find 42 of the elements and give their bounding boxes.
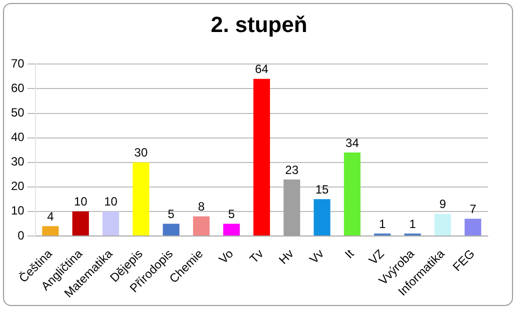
data-label: 23 [285, 162, 299, 177]
data-label: 4 [47, 209, 54, 224]
data-label: 5 [228, 207, 236, 222]
bar [42, 226, 59, 236]
bar [314, 199, 330, 236]
x-tick-label: It [342, 246, 358, 262]
bar [162, 224, 180, 236]
data-label: 1 [379, 216, 386, 231]
data-label: 9 [439, 197, 446, 212]
data-label: 7 [470, 202, 477, 216]
bar [102, 211, 120, 236]
x-tick-label: Vv [306, 246, 326, 266]
bar [223, 224, 240, 236]
data-label: 1 [409, 216, 416, 231]
data-label: 10 [74, 194, 88, 209]
data-label: 30 [134, 146, 148, 160]
data-label: 5 [168, 207, 175, 222]
bar [253, 78, 270, 236]
bar [72, 211, 89, 236]
data-label: 10 [104, 194, 118, 209]
y-tick-label: 40 [10, 130, 25, 144]
y-tick-label: 20 [10, 179, 25, 194]
y-tick-label: 0 [18, 228, 25, 242]
bar [284, 180, 300, 236]
bar [193, 216, 210, 236]
x-tick-label: Tv [246, 246, 266, 266]
bar [344, 152, 361, 236]
bar [464, 218, 482, 236]
data-label: 34 [346, 136, 360, 150]
y-tick-label: 10 [10, 204, 25, 218]
bar [132, 162, 150, 236]
y-tick-label: 70 [10, 56, 25, 71]
y-tick-label: 60 [10, 81, 25, 96]
bar [434, 214, 452, 236]
chart-title: 2. stupeň [210, 12, 308, 38]
y-tick-label: 50 [10, 106, 25, 120]
data-label: 64 [254, 62, 269, 76]
data-label: 15 [315, 182, 330, 196]
x-tick-label: Hv [276, 246, 296, 267]
x-tick-label: Vo [216, 246, 236, 266]
y-tick-label: 30 [10, 154, 25, 169]
data-label: 8 [198, 200, 205, 214]
